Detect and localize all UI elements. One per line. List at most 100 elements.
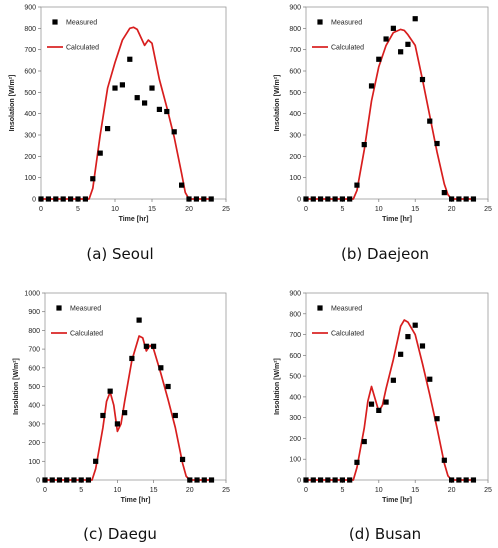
panel-daegu: 0 100 200 300 400 500 600 700 800 900 1000 0 5 10 15 20… <box>13 291 230 544</box>
busan-measured-point <box>332 477 338 483</box>
busan-calculated-line <box>305 319 475 481</box>
daejeon-x-axis-label: Time [hr] <box>382 216 412 223</box>
busan-plot-frame <box>305 292 489 481</box>
daegu-measured-point <box>56 477 63 483</box>
busan-measured-point <box>354 459 360 465</box>
seoul-measured-point <box>127 56 133 62</box>
daejeon-measured-point <box>347 196 353 202</box>
busan-x-tick-label: 10 <box>375 487 383 494</box>
seoul-x-tick-label: 15 <box>148 206 156 213</box>
busan-measured-point <box>412 322 418 328</box>
busan-measured-point <box>376 407 382 413</box>
daegu-plot-frame <box>44 292 227 481</box>
daejeon-measured-point <box>456 196 462 202</box>
busan-measured-point <box>390 377 396 383</box>
busan-measured-point <box>434 416 440 422</box>
busan-measured-point <box>347 477 353 483</box>
daejeon-y-tick-label: 500 <box>289 90 301 97</box>
seoul-x-tick-label: 0 <box>39 206 43 213</box>
daegu-measured-point <box>143 343 149 349</box>
busan-measured-point <box>427 376 433 382</box>
seoul-y-tick-label: 500 <box>24 90 36 97</box>
seoul-legend-measured-marker <box>52 19 58 25</box>
busan-y-tick-label: 500 <box>289 374 301 381</box>
daejeon-measured-point <box>434 140 440 147</box>
daegu-y-tick-label: 800 <box>28 328 40 335</box>
daegu-x-axis-label: Time [hr] <box>121 497 151 504</box>
busan-y-tick-label: 300 <box>289 415 301 422</box>
daejeon-y-tick-label: 700 <box>289 47 301 54</box>
seoul-legend-measured-label: Measured <box>66 20 97 27</box>
seoul-x-axis-label: Time [hr] <box>119 216 149 223</box>
daegu-y-tick-label: 700 <box>28 347 40 354</box>
busan-measured-point <box>368 401 375 407</box>
daejeon-measured-point <box>339 196 345 202</box>
daegu-measured-point <box>151 343 157 349</box>
busan-y-tick-label: 600 <box>289 353 301 360</box>
daegu-measured-point <box>172 412 178 419</box>
daegu-measured-point <box>208 477 215 483</box>
busan-x-axis-label: Time [hr] <box>382 497 412 504</box>
daejeon-measured-point <box>412 16 418 22</box>
seoul-measured-point <box>149 85 155 91</box>
daejeon-measured-point <box>376 56 382 62</box>
seoul-x-tick-label: 10 <box>111 206 119 213</box>
daegu-measured-point <box>64 477 70 483</box>
busan-y-axis-label: Insolation [W/m²] <box>274 358 281 415</box>
daegu-measured-point <box>78 477 84 483</box>
daejeon-measured-point <box>463 196 469 202</box>
seoul-measured-point <box>186 196 192 202</box>
seoul-measured-point <box>45 196 51 202</box>
daejeon-x-tick-label: 10 <box>375 206 383 213</box>
busan-measured-point <box>398 351 404 357</box>
daegu-x-tick-label: 15 <box>150 487 158 494</box>
seoul-x-tick-label: 5 <box>76 206 80 213</box>
daegu-measured-point <box>42 477 48 483</box>
daegu-measured-point <box>85 477 92 483</box>
daegu-measured-point <box>136 317 142 323</box>
daegu-measured-point <box>49 477 55 483</box>
busan-x-tick-label: 5 <box>340 487 344 494</box>
daegu-legend-measured-marker <box>56 305 62 311</box>
busan-caption: (d) Busan <box>349 525 421 543</box>
daejeon-measured-point <box>405 41 411 47</box>
seoul-measured-point <box>53 196 59 202</box>
busan-legend-measured-marker <box>317 305 323 311</box>
daegu-y-tick-label: 900 <box>28 309 40 316</box>
daejeon-measured-point <box>303 196 309 202</box>
daejeon-measured-point <box>383 36 389 42</box>
seoul-measured-point <box>38 196 44 202</box>
seoul-caption: (a) Seoul <box>86 245 153 263</box>
busan-measured-point <box>361 438 367 445</box>
daegu-x-tick-label: 5 <box>79 487 83 494</box>
daegu-legend-calculated-label: Calculated <box>70 331 103 338</box>
busan-measured-point <box>325 477 331 483</box>
busan-measured-point <box>310 477 316 483</box>
daegu-y-tick-label: 100 <box>28 459 40 466</box>
daejeon-y-axis-label: Insolation [W/m²] <box>274 75 281 132</box>
seoul-measured-point <box>82 196 88 202</box>
daegu-y-tick-label: 200 <box>28 440 40 447</box>
seoul-legend-calculated-label: Calculated <box>66 45 99 52</box>
daegu-x-tick-label: 10 <box>114 487 122 494</box>
seoul-y-tick-label: 200 <box>24 154 36 161</box>
busan-y-tick-label: 900 <box>289 291 301 298</box>
daegu-y-tick-label: 1000 <box>24 291 40 298</box>
daegu-measured-point <box>187 477 193 483</box>
busan-legend-measured-label: Measured <box>331 306 362 313</box>
daejeon-measured-point <box>449 196 455 202</box>
daejeon-measured-point <box>361 142 367 148</box>
daegu-measured-point <box>201 477 207 483</box>
busan-measured-point <box>339 477 345 483</box>
daejeon-measured-point <box>332 196 338 202</box>
daegu-measured-point <box>122 410 128 416</box>
daejeon-plot-frame <box>305 6 489 200</box>
seoul-y-tick-label: 100 <box>24 175 36 182</box>
panel-daejeon: 0 100 200 300 400 500 600 700 800 900 0 5 10 15 20 25 Ti… <box>274 5 492 264</box>
seoul-y-tick-label: 400 <box>24 111 36 118</box>
daegu-measured-point <box>100 412 106 419</box>
busan-legend-calculated-label: Calculated <box>331 331 364 338</box>
seoul-y-axis-label: Insolation [W/m²] <box>9 75 16 132</box>
daejeon-legend-measured-marker <box>317 19 323 25</box>
daegu-y-tick-label: 500 <box>28 384 40 391</box>
